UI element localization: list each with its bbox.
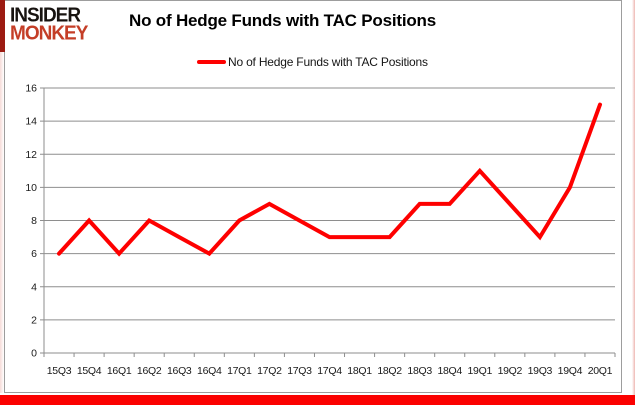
- left-edge-shadow: [0, 52, 4, 393]
- x-tick-label: 16Q1: [107, 365, 132, 377]
- x-tick-label: 18Q1: [347, 365, 372, 377]
- x-tick-label: 19Q2: [498, 365, 523, 377]
- y-tick-label: 12: [25, 149, 37, 161]
- right-edge-shadow: [632, 0, 635, 395]
- x-tick-label: 19Q3: [528, 365, 553, 377]
- x-tick-label: 17Q4: [317, 365, 342, 377]
- x-tick-label: 16Q2: [137, 365, 162, 377]
- x-tick-label: 19Q4: [558, 365, 583, 377]
- left-red-accent-bar: [0, 0, 5, 52]
- x-tick-label: 19Q1: [468, 365, 493, 377]
- y-tick-label: 4: [31, 281, 37, 293]
- legend-line-marker-icon: [197, 60, 226, 64]
- y-tick-label: 8: [31, 215, 37, 227]
- legend: No of Hedge Funds with TAC Positions: [197, 55, 428, 69]
- x-tick-label: 17Q1: [227, 365, 252, 377]
- logo-line-monkey: MONKEY: [10, 23, 88, 46]
- x-tick-label: 18Q3: [407, 365, 432, 377]
- x-tick-label: 16Q3: [167, 365, 192, 377]
- y-tick-label: 16: [25, 83, 37, 95]
- chart-card: [4, 0, 622, 393]
- logo-line-insider: INSIDER: [10, 4, 81, 27]
- data-line-series: [57, 102, 602, 257]
- y-tick-label: 10: [25, 182, 37, 194]
- x-tick-label: 17Q3: [287, 365, 312, 377]
- x-tick-label: 15Q3: [47, 365, 72, 377]
- insider-monkey-logo: INSIDER MONKEY: [10, 4, 88, 46]
- x-tick-label: 18Q2: [377, 365, 402, 377]
- chart-title: No of Hedge Funds with TAC Positions: [129, 11, 436, 30]
- x-tick-label: 18Q4: [437, 365, 462, 377]
- bottom-red-bar: [0, 395, 635, 405]
- y-tick-label: 14: [25, 116, 37, 128]
- x-tick-label: 17Q2: [257, 365, 282, 377]
- y-tick-label: 6: [31, 248, 37, 260]
- x-tick-label: 20Q1: [588, 365, 613, 377]
- legend-label: No of Hedge Funds with TAC Positions: [228, 55, 428, 69]
- x-tick-label: 16Q4: [197, 365, 222, 377]
- y-tick-label: 2: [31, 314, 37, 326]
- x-tick-label: 15Q4: [77, 365, 102, 377]
- y-tick-label: 0: [31, 348, 37, 360]
